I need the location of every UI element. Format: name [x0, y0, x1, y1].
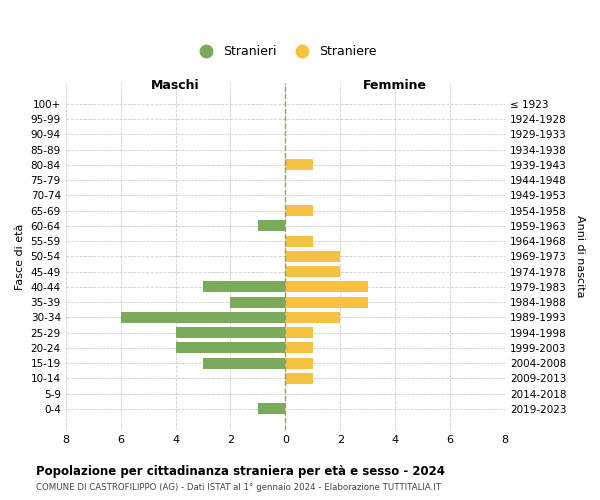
Text: Popolazione per cittadinanza straniera per età e sesso - 2024: Popolazione per cittadinanza straniera p… — [36, 464, 445, 477]
Bar — [203, 282, 286, 292]
Bar — [121, 312, 286, 323]
Bar — [286, 312, 340, 323]
Bar — [286, 205, 313, 216]
Y-axis label: Fasce di età: Fasce di età — [15, 223, 25, 290]
Bar — [286, 327, 313, 338]
Legend: Stranieri, Straniere: Stranieri, Straniere — [188, 40, 382, 64]
Bar — [286, 236, 313, 246]
Bar — [286, 358, 313, 368]
Bar — [286, 266, 340, 277]
Bar — [286, 296, 368, 308]
Bar — [203, 358, 286, 368]
Bar — [286, 373, 313, 384]
Bar — [286, 342, 313, 353]
Bar — [286, 251, 340, 262]
Y-axis label: Anni di nascita: Anni di nascita — [575, 215, 585, 298]
Bar — [230, 296, 286, 308]
Bar — [176, 342, 286, 353]
Bar — [286, 282, 368, 292]
Text: Femmine: Femmine — [363, 78, 427, 92]
Bar — [258, 220, 286, 232]
Bar — [286, 160, 313, 170]
Bar — [258, 404, 286, 414]
Text: COMUNE DI CASTROFILIPPO (AG) - Dati ISTAT al 1° gennaio 2024 - Elaborazione TUTT: COMUNE DI CASTROFILIPPO (AG) - Dati ISTA… — [36, 484, 441, 492]
Bar — [176, 327, 286, 338]
Text: Maschi: Maschi — [151, 78, 200, 92]
